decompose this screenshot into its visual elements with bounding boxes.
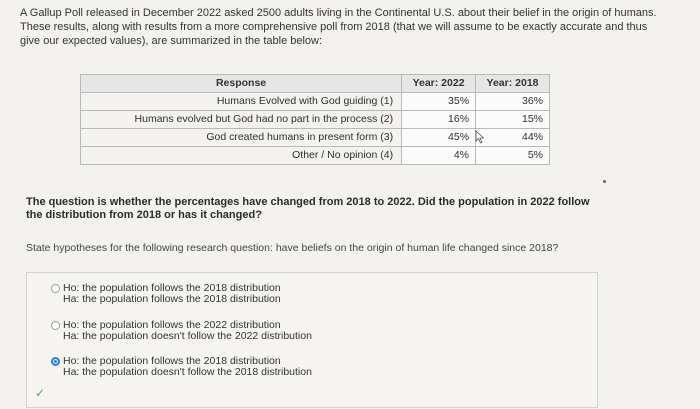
mouse-cursor-icon (475, 130, 485, 144)
table-header-row: Response Year: 2022 Year: 2018 (79, 74, 550, 93)
table-row: Humans evolved but God had no part in th… (79, 110, 550, 129)
value-2018-cell: 44% (475, 128, 550, 147)
stray-dot (603, 180, 606, 183)
value-2022-cell: 4% (401, 146, 477, 165)
response-cell: God created humans in present form (3) (79, 128, 403, 147)
response-cell: Humans Evolved with God guiding (1) (79, 92, 403, 111)
option-h0: Ho: the population follows the 2018 dist… (63, 355, 281, 367)
answer-options: Ho: the population follows the 2018 dist… (26, 272, 598, 408)
option-3[interactable]: Ho: the population follows the 2018 dist… (51, 356, 312, 378)
check-icon: ✓ (35, 386, 46, 400)
value-2022-cell: 45% (401, 128, 477, 147)
column-header-2022: Year: 2022 (401, 74, 477, 93)
value-2018-cell: 36% (475, 92, 550, 111)
radio-button-selected[interactable] (51, 357, 60, 366)
option-h0: Ho: the population follows the 2018 dist… (63, 282, 281, 294)
value-2018-cell: 5% (475, 146, 550, 165)
value-2022-cell: 35% (401, 92, 477, 111)
option-2[interactable]: Ho: the population follows the 2022 dist… (51, 320, 312, 342)
value-2018-cell: 15% (475, 110, 550, 129)
table-row: Other / No opinion (4) 4% 5% (79, 146, 550, 165)
response-cell: Humans evolved but God had no part in th… (79, 110, 403, 129)
results-table: Response Year: 2022 Year: 2018 Humans Ev… (79, 74, 550, 165)
option-h0: Ho: the population follows the 2022 dist… (63, 319, 281, 331)
instruction-text: State hypotheses for the following resea… (26, 242, 559, 254)
intro-paragraph: A Gallup Poll released in December 2022 … (20, 7, 657, 47)
option-1[interactable]: Ho: the population follows the 2018 dist… (51, 283, 281, 305)
question-text: The question is whether the percentages … (26, 196, 590, 221)
radio-button[interactable] (51, 321, 60, 330)
radio-button[interactable] (51, 284, 60, 293)
column-header-response: Response (79, 74, 403, 93)
option-ha: Ha: the population follows the 2018 dist… (63, 293, 281, 305)
value-2022-cell: 16% (401, 110, 477, 129)
column-header-2018: Year: 2018 (475, 74, 550, 93)
table-row: Humans Evolved with God guiding (1) 35% … (79, 92, 550, 111)
results-table-container: Response Year: 2022 Year: 2018 Humans Ev… (79, 74, 550, 165)
option-ha: Ha: the population doesn't follow the 20… (63, 366, 312, 378)
response-cell: Other / No opinion (4) (79, 146, 403, 165)
option-ha: Ha: the population doesn't follow the 20… (63, 330, 312, 342)
